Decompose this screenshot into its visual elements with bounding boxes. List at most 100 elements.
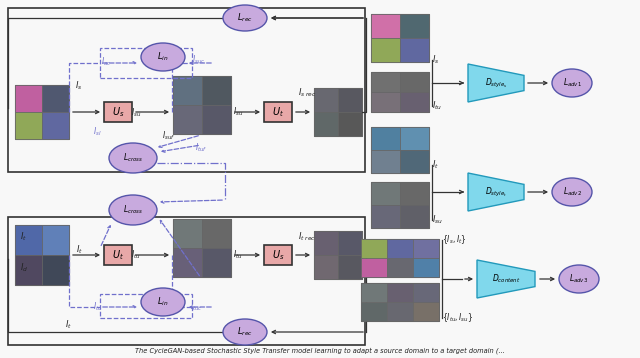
FancyBboxPatch shape [387, 258, 413, 277]
FancyBboxPatch shape [371, 72, 429, 112]
Text: $U_s$: $U_s$ [272, 248, 284, 262]
FancyBboxPatch shape [42, 255, 69, 285]
FancyBboxPatch shape [413, 302, 439, 321]
FancyBboxPatch shape [413, 258, 439, 277]
FancyBboxPatch shape [371, 72, 400, 92]
FancyBboxPatch shape [173, 219, 231, 277]
Ellipse shape [223, 5, 267, 31]
FancyBboxPatch shape [202, 248, 231, 277]
Ellipse shape [141, 43, 185, 71]
Text: $U_t$: $U_t$ [272, 105, 284, 119]
FancyBboxPatch shape [400, 72, 429, 92]
FancyBboxPatch shape [42, 225, 69, 255]
Polygon shape [468, 64, 524, 102]
FancyBboxPatch shape [314, 231, 362, 279]
FancyBboxPatch shape [361, 283, 439, 321]
Text: The CycleGAN-based Stochastic Style Transfer model learning to adapt a source do: The CycleGAN-based Stochastic Style Tran… [135, 347, 505, 354]
FancyBboxPatch shape [15, 112, 42, 139]
FancyBboxPatch shape [104, 102, 132, 122]
FancyBboxPatch shape [387, 302, 413, 321]
FancyBboxPatch shape [400, 127, 429, 150]
FancyBboxPatch shape [338, 255, 362, 279]
FancyBboxPatch shape [387, 283, 413, 302]
Text: $I_{tuf}$: $I_{tuf}$ [195, 142, 207, 154]
FancyBboxPatch shape [413, 239, 439, 258]
Ellipse shape [552, 178, 592, 206]
FancyBboxPatch shape [400, 92, 429, 112]
Text: $\{I_{tu}, I_{su}\}$: $\{I_{tu}, I_{su}\}$ [442, 311, 474, 324]
FancyBboxPatch shape [413, 283, 439, 302]
Text: $I_{tu}$: $I_{tu}$ [233, 249, 243, 261]
FancyBboxPatch shape [400, 205, 429, 228]
Text: $L_{adv2}$: $L_{adv2}$ [563, 186, 582, 198]
FancyBboxPatch shape [371, 14, 429, 62]
FancyBboxPatch shape [15, 85, 69, 139]
FancyBboxPatch shape [371, 14, 400, 38]
FancyBboxPatch shape [371, 182, 429, 228]
FancyBboxPatch shape [264, 245, 292, 265]
FancyBboxPatch shape [338, 112, 362, 136]
Text: $L_{adv1}$: $L_{adv1}$ [563, 77, 582, 89]
FancyBboxPatch shape [338, 231, 362, 255]
FancyBboxPatch shape [314, 88, 362, 136]
Text: $L_{in}$: $L_{in}$ [157, 296, 169, 308]
Polygon shape [477, 260, 535, 298]
Text: $L_{cross}$: $L_{cross}$ [123, 152, 143, 164]
FancyBboxPatch shape [173, 76, 231, 134]
FancyBboxPatch shape [15, 255, 42, 285]
FancyBboxPatch shape [361, 239, 439, 277]
Text: $D_{style_t}$: $D_{style_t}$ [485, 185, 507, 199]
FancyBboxPatch shape [15, 225, 42, 255]
Text: $I_t$: $I_t$ [65, 319, 72, 331]
Text: $I_{sl}$: $I_{sl}$ [93, 126, 102, 138]
FancyBboxPatch shape [173, 76, 202, 105]
FancyBboxPatch shape [104, 245, 132, 265]
FancyBboxPatch shape [173, 105, 202, 134]
FancyBboxPatch shape [371, 127, 429, 173]
Text: $I_{su}$: $I_{su}$ [131, 107, 141, 119]
Ellipse shape [223, 319, 267, 345]
Text: $L_{rec}$: $L_{rec}$ [237, 326, 253, 338]
FancyBboxPatch shape [202, 76, 231, 105]
FancyBboxPatch shape [314, 112, 338, 136]
Ellipse shape [552, 69, 592, 97]
Ellipse shape [559, 265, 599, 293]
FancyBboxPatch shape [387, 239, 413, 258]
FancyBboxPatch shape [361, 302, 387, 321]
Text: $I_{s\ rec}$: $I_{s\ rec}$ [298, 87, 317, 99]
Text: $I_t$: $I_t$ [432, 159, 439, 171]
FancyBboxPatch shape [264, 102, 292, 122]
FancyBboxPatch shape [400, 14, 429, 38]
Text: $I_{suf}$: $I_{suf}$ [162, 130, 175, 142]
Text: $\{I_s, I_t\}$: $\{I_s, I_t\}$ [442, 234, 467, 246]
FancyBboxPatch shape [15, 85, 42, 112]
FancyBboxPatch shape [371, 182, 400, 205]
FancyBboxPatch shape [314, 231, 338, 255]
FancyBboxPatch shape [202, 105, 231, 134]
Text: $I_{tu}$: $I_{tu}$ [131, 249, 141, 261]
Text: $L_{adv3}$: $L_{adv3}$ [570, 273, 589, 285]
FancyBboxPatch shape [173, 219, 202, 248]
Text: $D_{content}$: $D_{content}$ [492, 273, 520, 285]
Text: $I_d$: $I_d$ [20, 262, 28, 274]
Text: $L_{cross}$: $L_{cross}$ [123, 204, 143, 216]
Text: $L_{rec}$: $L_{rec}$ [237, 12, 253, 24]
FancyBboxPatch shape [400, 150, 429, 173]
Text: $I_s$: $I_s$ [432, 54, 440, 66]
Text: $I_{tu}$: $I_{tu}$ [432, 100, 442, 112]
Text: $I_{suc}$: $I_{suc}$ [192, 54, 205, 66]
FancyBboxPatch shape [371, 38, 400, 62]
FancyBboxPatch shape [42, 85, 69, 112]
Text: $I_t$: $I_t$ [20, 231, 27, 243]
FancyBboxPatch shape [371, 205, 400, 228]
FancyBboxPatch shape [202, 219, 231, 248]
Ellipse shape [109, 143, 157, 173]
FancyBboxPatch shape [371, 150, 400, 173]
FancyBboxPatch shape [42, 112, 69, 139]
Text: $U_t$: $U_t$ [112, 248, 124, 262]
Text: $U_s$: $U_s$ [112, 105, 124, 119]
FancyBboxPatch shape [338, 88, 362, 112]
Text: $I_{tc}$: $I_{tc}$ [93, 301, 102, 313]
Text: $I_{su}$: $I_{su}$ [233, 106, 243, 118]
FancyBboxPatch shape [314, 255, 338, 279]
